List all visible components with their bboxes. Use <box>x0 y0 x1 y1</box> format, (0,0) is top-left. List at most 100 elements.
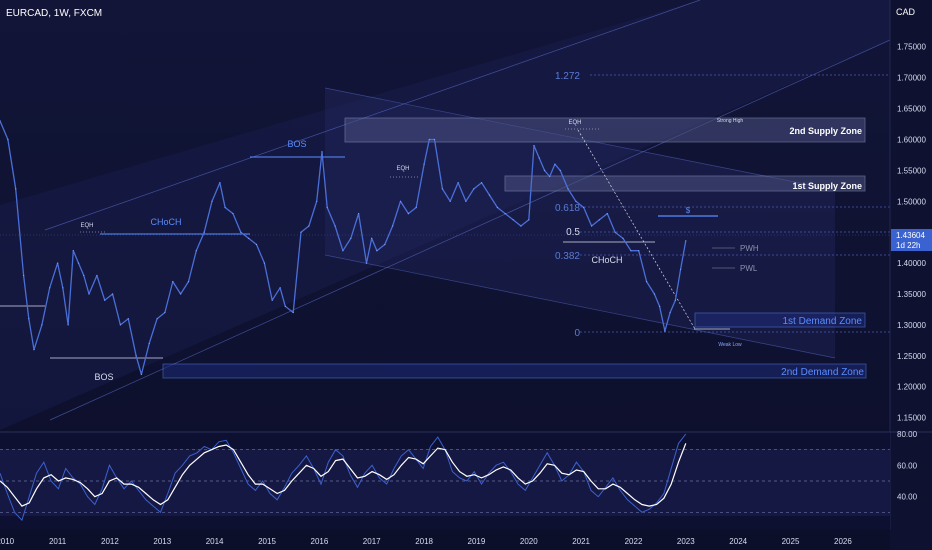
fib-05-label: 0.5 <box>566 227 580 238</box>
price-point <box>549 175 551 178</box>
price-tick-label: 1.25000 <box>897 352 926 361</box>
demand-zone-1 <box>694 312 866 328</box>
label-choch-2: CHoCH <box>591 255 622 265</box>
price-point <box>669 311 671 314</box>
price-axis-ticks: 1.75000 1.70000 1.65000 1.60000 1.55000 1.500… <box>897 43 926 423</box>
price-point <box>292 311 294 314</box>
time-tick-label: 2014 <box>206 537 224 546</box>
price-point <box>365 262 368 264</box>
price-series <box>0 120 687 376</box>
price-point <box>224 206 226 209</box>
price-point <box>538 157 540 159</box>
price-point <box>543 169 546 171</box>
price-point <box>441 188 443 190</box>
price-point <box>399 200 402 202</box>
time-tick-label: 2013 <box>153 537 171 546</box>
time-tick-label: 2018 <box>415 537 433 546</box>
price-point <box>211 200 213 202</box>
price-point <box>300 231 302 233</box>
price-point <box>135 355 137 357</box>
price-point <box>598 219 601 221</box>
time-tick-label: 2017 <box>363 537 381 546</box>
time-tick-label: 2010 <box>0 537 15 546</box>
price-point <box>449 200 451 202</box>
channel-lower-line <box>49 39 891 421</box>
price-point <box>96 274 98 277</box>
price-point <box>358 213 360 215</box>
price-point <box>195 250 197 252</box>
price-point <box>614 231 616 233</box>
price-point <box>559 169 561 171</box>
price-tick-label: 1.40000 <box>897 259 926 268</box>
fib-0-label: 0 <box>574 328 580 339</box>
price-point <box>240 231 242 233</box>
price-tick-label: 1.20000 <box>897 383 926 392</box>
label-eqh-2: EQH <box>396 166 409 172</box>
oscillator-pane: 80.00 60.00 40.00 <box>0 430 932 530</box>
price-tick-label: 1.65000 <box>897 105 926 114</box>
price-point <box>41 324 43 326</box>
price-point <box>119 324 121 326</box>
price-point <box>512 219 514 221</box>
price-point <box>15 188 17 190</box>
price-point <box>255 243 258 246</box>
price-point <box>77 262 80 264</box>
oscillator-tick-label: 40.00 <box>897 493 918 502</box>
price-point <box>685 240 687 242</box>
price-line <box>0 120 687 376</box>
price-axis-panel <box>890 0 932 550</box>
label-choch-1: CHoCH <box>150 217 181 227</box>
price-badge-value: 1.43604 <box>896 231 925 240</box>
price-point <box>630 250 632 252</box>
price-point <box>606 213 608 215</box>
price-point <box>7 138 9 141</box>
fib-1272-label: 1.272 <box>555 71 580 82</box>
price-point <box>248 237 250 239</box>
price-point <box>180 293 182 295</box>
price-point <box>172 281 174 283</box>
price-point <box>653 293 656 295</box>
price-point <box>187 281 190 283</box>
price-tick-label: 1.30000 <box>897 321 926 330</box>
supply-zone-1 <box>504 175 866 192</box>
time-tick-label: 2025 <box>782 537 800 546</box>
price-point <box>316 200 318 202</box>
time-tick-label: 2026 <box>834 537 852 546</box>
label-liquidity: $ <box>686 206 691 215</box>
currency-label: CAD <box>896 7 916 17</box>
price-point <box>567 188 569 190</box>
price-point <box>219 182 221 184</box>
price-point <box>659 305 661 307</box>
price-badge: 1.43604 1d 22h <box>891 229 932 251</box>
price-point <box>433 138 436 141</box>
oscillator-tick-label: 80.00 <box>897 430 918 439</box>
label-bos-top: BOS <box>287 139 306 149</box>
price-point <box>284 305 286 307</box>
oscillator-band <box>0 449 890 516</box>
price-point <box>415 206 417 209</box>
rising-channel <box>0 0 890 430</box>
price-point <box>371 237 373 239</box>
price-point <box>457 182 459 184</box>
falling-lower-line <box>324 254 836 359</box>
price-point <box>473 188 475 190</box>
price-point <box>23 274 25 277</box>
supply-zone-2 <box>344 117 866 143</box>
label-weak-low: Weak Low <box>718 342 742 348</box>
price-point <box>680 268 682 270</box>
price-point <box>384 243 386 246</box>
label-pwh: PWH <box>740 244 759 253</box>
price-point <box>156 318 158 320</box>
price-point <box>664 330 666 332</box>
price-point <box>88 293 90 295</box>
time-tick-label: 2012 <box>101 537 119 546</box>
price-point <box>533 145 535 147</box>
price-point <box>104 299 106 301</box>
zones: 2nd Supply Zone 1st Supply Zone 1st Dema… <box>162 117 867 379</box>
fib-0618-label: 0.618 <box>555 203 580 214</box>
price-point <box>140 373 142 375</box>
label-eqh-1: EQH <box>80 223 93 229</box>
time-tick-label: 2021 <box>572 537 590 546</box>
symbol-title: EURCAD, 1W, FXCM <box>6 8 102 19</box>
